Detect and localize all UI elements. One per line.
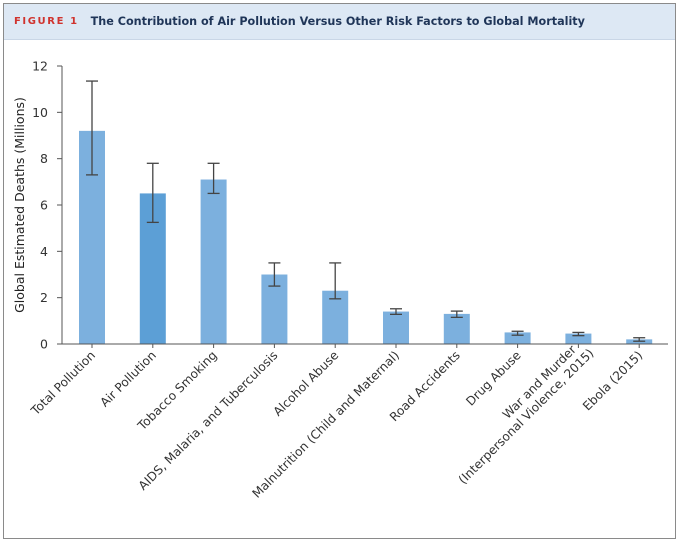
error-bars-group <box>86 80 646 342</box>
bar <box>504 332 531 344</box>
y-tick-label: 12 <box>32 59 48 74</box>
figure-label: FIGURE 1 <box>14 16 79 27</box>
x-category-label-line: Alcohol Abuse <box>271 348 342 419</box>
error-bar <box>450 310 463 319</box>
x-category-label-line: Total Pollution <box>28 348 98 418</box>
x-category-label: Alcohol Abuse <box>271 348 342 419</box>
y-tick-label: 10 <box>32 105 48 120</box>
error-bar <box>390 308 402 315</box>
y-tick-label: 0 <box>40 337 48 352</box>
y-tick-label: 6 <box>40 198 48 213</box>
bar <box>383 311 409 344</box>
y-tick-label: 8 <box>40 151 48 166</box>
bar <box>565 333 592 344</box>
x-category-label: AIDS, Malaria, and Tuberculosis <box>136 348 281 493</box>
error-bar <box>146 162 159 224</box>
bars-group <box>79 130 653 344</box>
figure-title: The Contribution of Air Pollution Versus… <box>90 15 585 28</box>
x-category-label: Air Pollution <box>98 348 159 409</box>
y-axis-title: Global Estimated Deaths (Millions) <box>12 97 27 313</box>
x-category-label-line: AIDS, Malaria, and Tuberculosis <box>136 348 281 493</box>
x-category-label-line: Air Pollution <box>98 348 159 409</box>
error-bar <box>633 337 646 342</box>
figure-header: FIGURE 1 The Contribution of Air Polluti… <box>4 4 675 40</box>
bar <box>200 179 227 344</box>
error-bar <box>207 162 220 195</box>
error-bar <box>268 262 281 287</box>
y-tick-label: 2 <box>40 290 48 305</box>
x-category-label-line: (Interpersonal Violence, 2015) <box>456 346 597 487</box>
y-tick-label: 4 <box>40 244 48 259</box>
bar <box>322 290 349 344</box>
y-axis-ticks: 0 2 4 6 8 10 12 <box>32 59 62 352</box>
error-bar <box>572 331 585 337</box>
error-bar <box>86 80 98 176</box>
x-category-label: Total Pollution <box>28 348 98 418</box>
bar <box>443 313 470 344</box>
figure-frame: FIGURE 1 The Contribution of Air Polluti… <box>3 3 676 539</box>
error-bar <box>329 262 342 300</box>
error-bar <box>511 330 524 336</box>
